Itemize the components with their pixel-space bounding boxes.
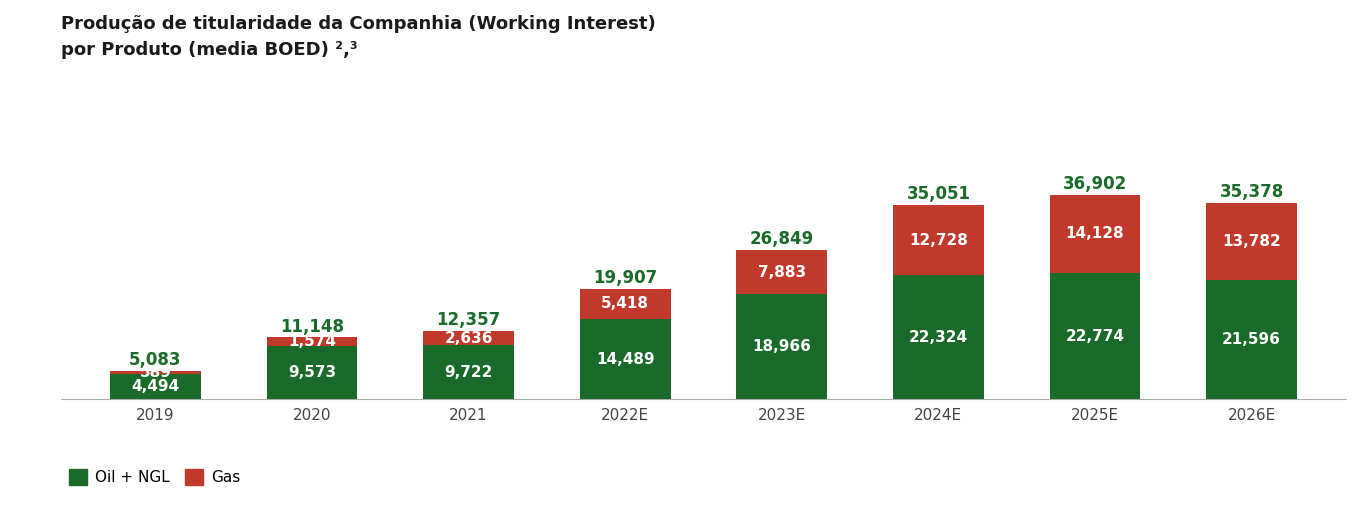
Text: 21,596: 21,596 [1223, 332, 1281, 347]
Text: 22,324: 22,324 [908, 330, 968, 345]
Bar [423, 331, 514, 346]
Bar [423, 346, 514, 399]
Text: 19,907: 19,907 [593, 269, 657, 287]
Bar [893, 205, 984, 275]
Bar [579, 289, 671, 319]
Text: 7,883: 7,883 [758, 265, 806, 280]
Text: 11,148: 11,148 [280, 317, 344, 335]
Bar [1206, 280, 1296, 399]
Text: 12,357: 12,357 [437, 311, 501, 329]
Bar [266, 337, 358, 346]
Bar [111, 371, 201, 374]
Text: 36,902: 36,902 [1063, 175, 1127, 193]
Text: 9,573: 9,573 [288, 365, 336, 380]
Text: 26,849: 26,849 [750, 230, 814, 248]
Text: 9,722: 9,722 [444, 365, 493, 380]
Text: 5,418: 5,418 [601, 296, 649, 311]
Text: 14,128: 14,128 [1065, 226, 1124, 241]
Bar [111, 374, 201, 399]
Text: 14,489: 14,489 [596, 352, 654, 367]
Bar [1049, 195, 1141, 273]
Bar [266, 346, 358, 399]
Text: 35,051: 35,051 [907, 185, 970, 203]
Text: 2,636: 2,636 [444, 331, 493, 346]
Bar [736, 294, 828, 399]
Bar [736, 250, 828, 294]
Text: 22,774: 22,774 [1065, 329, 1124, 344]
Text: 589: 589 [139, 365, 171, 380]
Text: 18,966: 18,966 [753, 339, 811, 354]
Bar [1206, 203, 1296, 280]
Bar [893, 275, 984, 399]
Text: 35,378: 35,378 [1220, 183, 1284, 201]
Legend: Oil + NGL, Gas: Oil + NGL, Gas [63, 463, 246, 492]
Text: Produção de titularidade da Companhia (Working Interest)
por Produto (media BOED: Produção de titularidade da Companhia (W… [61, 15, 656, 59]
Text: 12,728: 12,728 [908, 232, 968, 248]
Text: 1,574: 1,574 [288, 334, 336, 349]
Text: 4,494: 4,494 [131, 379, 179, 394]
Text: 13,782: 13,782 [1223, 234, 1281, 249]
Bar [579, 319, 671, 399]
Text: 5,083: 5,083 [130, 351, 182, 369]
Bar [1049, 273, 1141, 399]
